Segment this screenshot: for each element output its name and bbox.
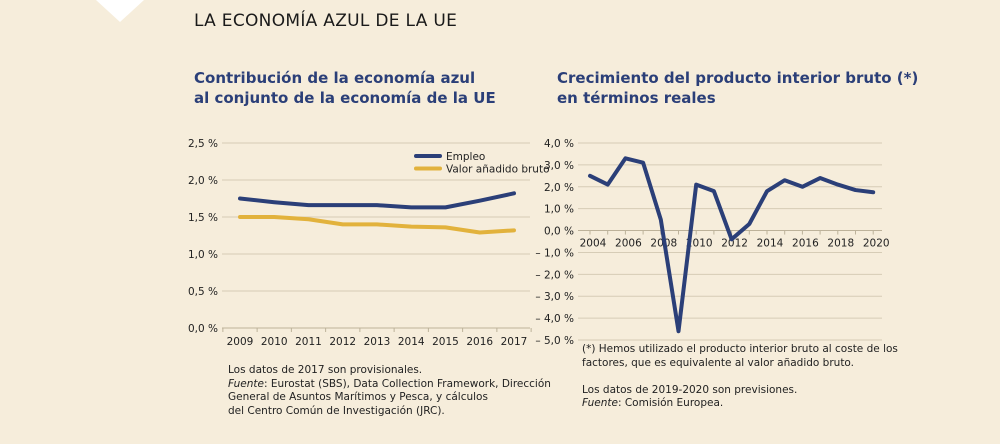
y-tick-label: 2,0 % <box>544 182 574 194</box>
chart-title-left-line2: al conjunto de la economía de la UE <box>194 89 496 107</box>
y-tick-label: 1,0 % <box>188 249 218 261</box>
x-tick-label: 2009 <box>227 336 254 348</box>
x-tick-label: 2014 <box>757 238 784 250</box>
y-tick-label: – 4,0 % <box>535 313 574 325</box>
legend-label: Empleo <box>446 151 485 163</box>
x-tick-label: 2015 <box>432 336 459 348</box>
y-tick-label: 0,0 % <box>188 323 218 335</box>
chart-title-right: Crecimiento del producto interior bruto … <box>557 68 918 108</box>
y-tick-label: 0,5 % <box>188 286 218 298</box>
y-tick-label: 0,0 % <box>544 226 574 238</box>
chart-title-left: Contribución de la economía azul al conj… <box>194 68 496 108</box>
notes-right: (*) Hemos utilizado el producto interior… <box>582 343 898 411</box>
chart-title-left-line1: Contribución de la economía azul <box>194 69 476 87</box>
chart-title-right-line2: en términos reales <box>557 89 716 107</box>
x-tick-label: 2012 <box>329 336 356 348</box>
source-text: : Eurostat (SBS), Data Collection Framew… <box>263 377 551 390</box>
note-line: factores, que es equivalente al valor añ… <box>582 356 855 369</box>
source-label: Fuente <box>582 397 618 409</box>
y-tick-label: 1,0 % <box>544 204 574 216</box>
x-tick-label: 2010 <box>261 336 288 348</box>
page-title: LA ECONOMÍA AZUL DE LA UE <box>194 11 458 31</box>
note-spacer <box>582 370 898 384</box>
notes-left: Los datos de 2017 son provisionales. Fue… <box>228 364 551 418</box>
y-tick-label: 4,0 % <box>544 138 574 150</box>
x-tick-label: 2016 <box>792 238 819 250</box>
note-line: Los datos de 2017 son provisionales. <box>228 364 423 376</box>
y-tick-label: – 2,0 % <box>535 269 574 281</box>
note-line: del Centro Común de Investigación (JRC). <box>228 404 445 417</box>
x-tick-label: 2020 <box>863 238 890 250</box>
y-tick-label: 2,0 % <box>188 175 218 187</box>
note-line: Los datos de 2019-2020 son previsiones. <box>582 383 798 396</box>
x-tick-label: 2012 <box>721 238 748 250</box>
chart-title-right-line1: Crecimiento del producto interior bruto … <box>557 69 919 87</box>
x-tick-label: 2011 <box>295 336 322 348</box>
y-tick-label: – 5,0 % <box>535 335 574 347</box>
x-tick-label: 2010 <box>686 238 713 250</box>
x-tick-label: 2013 <box>364 336 391 348</box>
source-label: Fuente <box>228 377 264 390</box>
x-tick-label: 2016 <box>466 336 493 348</box>
legend-label: Valor añadido bruto <box>446 164 550 176</box>
note-line: (*) Hemos utilizado el producto interior… <box>582 343 898 355</box>
x-tick-label: 2006 <box>615 238 642 250</box>
note-line: Fuente: Comisión Europea. <box>582 397 898 411</box>
source-text: : Comisión Europea. <box>617 397 724 409</box>
y-tick-label: 1,5 % <box>188 212 218 224</box>
note-line: Fuente: Eurostat (SBS), Data Collection … <box>228 378 551 392</box>
x-tick-label: 2014 <box>398 336 425 348</box>
x-tick-label: 2004 <box>580 238 607 250</box>
note-line: General de Asuntos Marítimos y Pesca, y … <box>228 391 488 403</box>
series-line-gdp <box>588 156 876 334</box>
y-tick-label: – 1,0 % <box>535 247 574 259</box>
triangle-decoration <box>96 0 144 22</box>
series-line-vab <box>238 215 516 235</box>
y-tick-label: 2,5 % <box>188 138 218 150</box>
y-tick-label: – 3,0 % <box>535 291 574 303</box>
x-tick-label: 2018 <box>827 238 854 250</box>
series-line-empleo <box>238 191 516 210</box>
x-tick-label: 2017 <box>501 336 528 348</box>
y-tick-label: 3,0 % <box>544 160 574 172</box>
